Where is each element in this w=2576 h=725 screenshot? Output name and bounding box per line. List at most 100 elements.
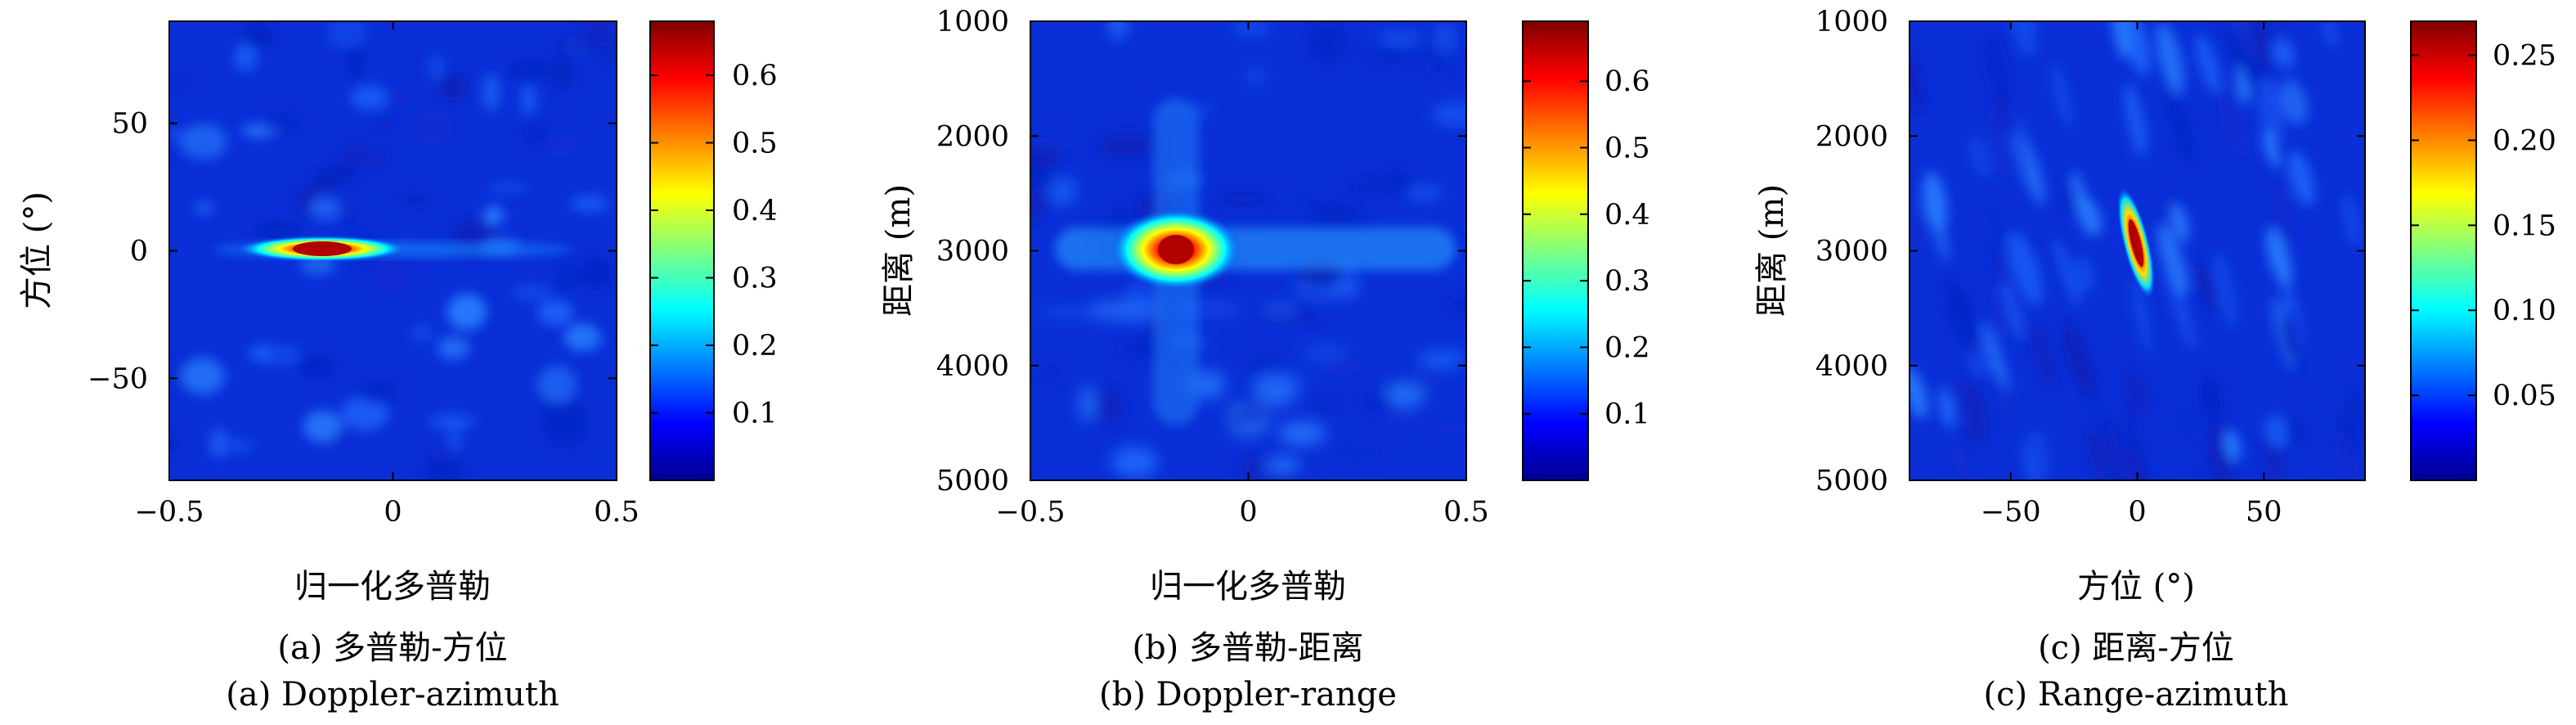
noise-blob	[2085, 424, 2107, 480]
noise-blob	[2071, 170, 2089, 217]
noise-blob	[537, 300, 574, 326]
noise-blob	[2193, 454, 2207, 480]
noise-blob	[2280, 79, 2308, 125]
noise-blob	[1985, 33, 2009, 113]
noise-blob	[570, 195, 609, 213]
x-tick-label: −50	[1981, 496, 2041, 529]
noise-blob	[520, 83, 536, 116]
noise-blob	[2170, 203, 2189, 242]
noise-blob	[2250, 21, 2270, 76]
colorbar-b	[1522, 20, 1589, 481]
noise-blob	[1034, 305, 1106, 320]
noise-blob	[2027, 320, 2059, 390]
noise-blob	[1420, 421, 1466, 435]
noise-blob	[1089, 300, 1162, 321]
y-tick-label: 1000	[936, 6, 1009, 38]
noise-blob	[309, 196, 341, 221]
noise-blob	[1030, 187, 1050, 221]
caption-en-a: (a) Doppler-azimuth	[226, 676, 559, 714]
noise-blob	[1408, 187, 1443, 199]
noise-blob	[2073, 256, 2094, 293]
noise-blob	[296, 353, 337, 380]
noise-blob	[2157, 223, 2188, 297]
heatmap-b	[1030, 21, 1466, 480]
noise-blob	[2199, 374, 2224, 422]
noise-blob	[437, 336, 470, 360]
noise-blob	[1253, 310, 1325, 321]
noise-blob	[1910, 367, 1928, 419]
noise-blob	[579, 256, 614, 290]
noise-blob	[195, 201, 213, 214]
noise-blob	[2054, 238, 2080, 307]
y-tick-label: 4000	[936, 350, 1009, 383]
noise-blob	[482, 73, 500, 111]
noise-blob	[553, 263, 579, 292]
noise-blob	[1986, 191, 2007, 264]
noise-blob	[2023, 444, 2039, 480]
colorbar-c	[2410, 20, 2477, 481]
noise-blob	[1992, 94, 2018, 135]
noise-blob	[2288, 150, 2315, 206]
colorbar-tick-label: 0.6	[732, 60, 778, 92]
xlabel-b: 归一化多普勒	[1150, 568, 1346, 606]
noise-blob	[1910, 193, 1925, 249]
y-tick-label: 4000	[1815, 350, 1888, 383]
x-tick-label: 0	[2128, 496, 2146, 529]
noise-blob	[429, 53, 444, 82]
y-tick-label: 2000	[1815, 120, 1888, 153]
colorbar-tick-label: 0.4	[1604, 199, 1650, 232]
ticks-a: −0.5 0 0.5 −50 0 50	[88, 21, 640, 529]
y-tick-label: 5000	[1815, 465, 1888, 498]
y-tick-label: 5000	[936, 465, 1009, 498]
noise-blob	[512, 286, 553, 300]
ylabel-a: 方位 (°)	[18, 191, 56, 309]
x-tick-label: 0	[1239, 496, 1257, 529]
colorbar-tick-label: 0.1	[732, 398, 778, 430]
xlabel-a: 归一化多普勒	[294, 568, 491, 606]
colorbar-tick-label: 0.4	[732, 195, 778, 227]
y-tick-label: 3000	[1815, 236, 1888, 268]
noise-blob	[2213, 251, 2237, 328]
noise-blob	[340, 397, 389, 430]
colorbar-tick-label: 0.6	[1604, 65, 1650, 98]
noise-blob	[1226, 412, 1264, 426]
xlabel-c: 方位 (°)	[2077, 568, 2195, 606]
noise-blob	[2286, 412, 2304, 448]
noise-blob	[1948, 367, 1971, 429]
noise-blob	[328, 21, 366, 50]
noise-blob	[447, 294, 487, 330]
noise-blob	[2194, 34, 2222, 94]
noise-blob	[339, 204, 355, 221]
colorbar-a	[649, 20, 715, 481]
noise-blob	[209, 428, 228, 458]
colorbar-ticks-c: 0.05 0.10 0.15 0.20 0.25	[2411, 40, 2556, 412]
main-lobe-a-inner	[293, 241, 352, 256]
noise-blob	[359, 380, 398, 405]
colorbar-tick-label: 0.25	[2493, 40, 2556, 73]
y-tick-label: −50	[88, 362, 148, 395]
noise-blob	[1383, 382, 1425, 408]
noise-blob	[1030, 137, 1082, 151]
noise-blob	[1278, 421, 1326, 445]
noise-blob	[2165, 271, 2196, 350]
noise-blob	[555, 34, 594, 56]
noise-blob	[1292, 194, 1330, 205]
noise-blob	[1349, 182, 1382, 192]
x-tick-label: −0.5	[996, 496, 1066, 529]
noise-blob	[1381, 410, 1424, 427]
noise-blob	[2335, 429, 2359, 480]
noise-blob	[248, 344, 272, 362]
noise-blob	[411, 325, 434, 342]
colorbar-tick-label: 0.3	[1604, 265, 1650, 298]
colorbar-tick-label: 0.3	[732, 263, 778, 295]
y-tick-label: 50	[111, 108, 148, 141]
noise-blob	[385, 88, 414, 106]
noise-blob	[350, 84, 388, 110]
ylabel-b: 距离 (m)	[880, 184, 918, 317]
noise-blob	[263, 109, 299, 138]
noise-blob	[1097, 386, 1124, 426]
noise-blob	[2236, 21, 2260, 96]
x-tick-label: 0.5	[594, 496, 640, 529]
noise-blob	[1981, 322, 2010, 396]
noise-blob	[2120, 405, 2151, 480]
